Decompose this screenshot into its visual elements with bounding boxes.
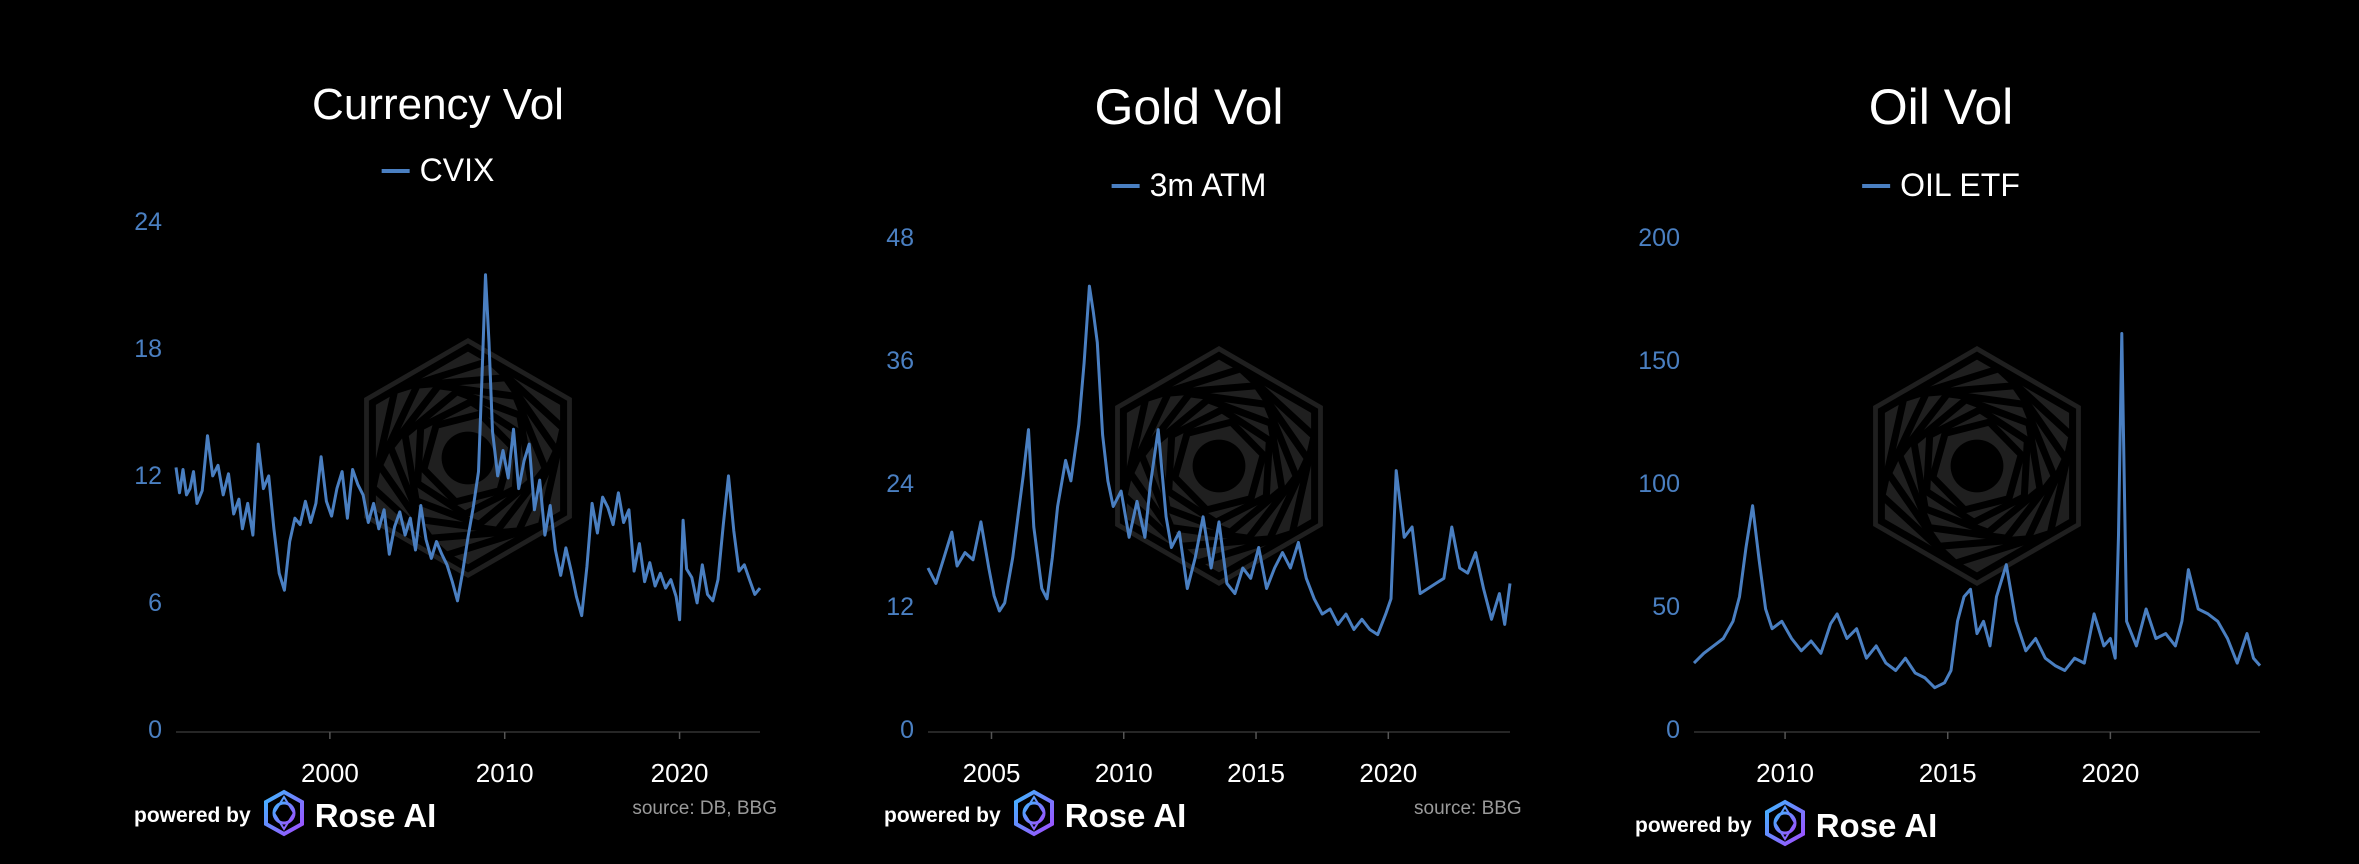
hexagon-watermark-icon (364, 338, 572, 578)
chart-title: Gold Vol (1094, 79, 1284, 135)
chart-legend: CVIX (381, 152, 495, 189)
brand-name: Rose AI (1064, 796, 1187, 834)
y-tick-label: 48 (886, 224, 914, 252)
legend-swatch (1862, 183, 1891, 188)
y-tick-label: 150 (1638, 347, 1680, 375)
x-tick-label: 2015 (1227, 758, 1285, 788)
x-tick-label: 2020 (1359, 758, 1418, 788)
legend-label: OIL ETF (1900, 167, 2020, 203)
y-tick-label: 50 (1652, 593, 1680, 621)
chart-title: Currency Vol (312, 80, 564, 129)
y-tick-label: 6 (148, 589, 162, 617)
y-tick-label: 24 (134, 208, 162, 236)
chart-title: Oil Vol (1868, 79, 2014, 135)
hexagon-watermark-icon (1115, 346, 1323, 586)
series-line-oil-etf (1692, 332, 2262, 690)
chart-panel-currency: Currency Vol CVIX 0 6 12 18 24 2000 2010 2020 … (0, 0, 786, 864)
chart-panel-oil: Oil Vol OIL ETF 0 50 100 150 200 2010 2015 202… (1572, 0, 2359, 864)
y-tick-label: 24 (886, 470, 914, 498)
powered-by-brand: powered by Rose AI (134, 789, 437, 841)
x-tick-label: 2020 (2081, 758, 2140, 788)
y-tick-label: 0 (900, 716, 914, 744)
series-line-3m-atm (926, 284, 1512, 637)
x-tick-label: 2000 (300, 758, 359, 788)
chart-panel-gold: Gold Vol 3m ATM 0 12 24 36 48 2005 2010 2015 20… (786, 0, 1572, 864)
x-tick-label: 2020 (650, 758, 709, 788)
y-tick-label: 100 (1638, 470, 1680, 498)
x-tick-label: 2010 (1094, 758, 1153, 788)
chart-legend: 3m ATM (1111, 167, 1267, 204)
chart-legend: OIL ETF (1862, 167, 2020, 204)
x-tick-label: 2005 (962, 758, 1021, 788)
y-tick-label: 0 (148, 716, 162, 744)
chart-svg (174, 273, 762, 739)
chart-source: source: BBG (1414, 798, 1522, 819)
brand-name: Rose AI (1815, 806, 1938, 844)
legend-label: 3m ATM (1149, 167, 1267, 203)
legend-swatch (381, 168, 410, 173)
x-tick-label: 2015 (1918, 758, 1977, 788)
rose-ai-logo-icon (1762, 799, 1808, 851)
rose-ai-logo-icon (1011, 789, 1057, 841)
rose-ai-logo-icon (261, 789, 307, 841)
legend-label: CVIX (419, 152, 495, 188)
series-line-cvix (174, 273, 762, 622)
y-tick-label: 12 (134, 462, 162, 490)
y-tick-label: 200 (1638, 224, 1680, 252)
legend-swatch (1111, 183, 1140, 188)
hexagon-watermark-icon (1873, 346, 2081, 586)
x-tick-label: 2010 (475, 758, 534, 788)
powered-by-brand: powered by Rose AI (1635, 799, 1938, 851)
brand-name: Rose AI (314, 796, 437, 834)
x-tick-label: 2010 (1756, 758, 1814, 788)
chart-svg (1692, 332, 2262, 739)
powered-by-text: powered by (134, 803, 251, 827)
y-tick-label: 0 (1666, 716, 1680, 744)
y-tick-label: 12 (886, 593, 914, 621)
y-tick-label: 18 (134, 335, 162, 363)
y-tick-label: 36 (886, 347, 914, 375)
powered-by-text: powered by (1635, 813, 1752, 837)
powered-by-text: powered by (884, 803, 1001, 827)
chart-svg (926, 284, 1512, 739)
powered-by-brand: powered by Rose AI (884, 789, 1187, 841)
chart-source: source: DB, BBG (632, 798, 777, 819)
